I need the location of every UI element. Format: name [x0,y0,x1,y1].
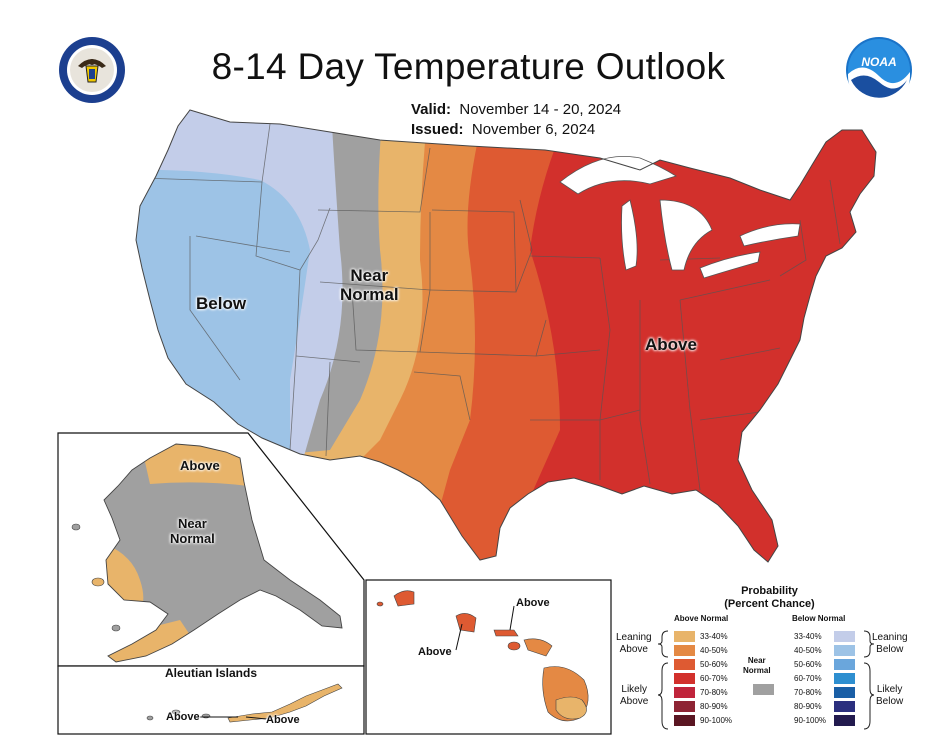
below-bin-label-2: 50-60% [794,660,822,669]
above-bin-swatch-4 [674,687,695,698]
above-bin-swatch-3 [674,673,695,684]
above-bin-swatch-6 [674,715,695,726]
below-bin-label-6: 90-100% [794,716,827,725]
below-bin-label-0: 33-40% [794,632,822,641]
aleutian-islands-title: Aleutian Islands [164,666,258,680]
below-bin-swatch-6 [834,715,855,726]
alaska-above-label: Above [180,458,220,473]
aleutian-above-label-2: Above [266,714,300,726]
legend-braces [657,630,875,730]
conus-above-label: Above [645,335,697,354]
aleutian-chain [146,683,343,723]
above-bin-label-1: 40-50% [700,646,728,655]
hawaii-above-label-2: Above [418,646,452,658]
alaska-near-normal-label: Near Normal [170,516,215,546]
below-bin-label-1: 40-50% [794,646,822,655]
below-bin-swatch-5 [834,701,855,712]
conus-near-normal-label: Near Normal [340,266,399,304]
leaning-below-label: Leaning Below [872,632,908,655]
legend-above-header: Above Normal [674,614,729,623]
great-lakes [559,156,801,279]
commerce-seal-icon [59,37,125,103]
above-bin-swatch-2 [674,659,695,670]
leaning-above-label: Leaning Above [616,632,652,655]
above-bin-label-6: 90-100% [700,716,733,725]
hawaii-islands [376,590,589,722]
likely-above-label: Likely Above [620,684,649,707]
conus-below-label: Below [196,294,247,313]
below-bin-swatch-4 [834,687,855,698]
probability-legend: Probability (Percent Chance) Above Normal… [612,585,927,735]
above-bin-swatch-5 [674,701,695,712]
below-bin-label-3: 60-70% [794,674,822,683]
above-bin-label-2: 50-60% [700,660,728,669]
below-bin-swatch-0 [834,631,855,642]
aleutian-above-label-1: Above [166,711,200,723]
valid-dates: Valid: November 14 - 20, 2024 [411,101,622,118]
page-title: 8-14 Day Temperature Outlook [211,46,726,87]
above-bin-label-0: 33-40% [700,632,728,641]
hawaii-above-label-1: Above [516,597,550,609]
above-bin-swatch-1 [674,645,695,656]
below-bin-swatch-1 [834,645,855,656]
issued-date: Issued: November 6, 2024 [411,121,596,138]
near-normal-legend-label: Near Normal [743,656,771,675]
legend-below-header: Below Normal [792,614,846,623]
below-bin-swatch-3 [834,673,855,684]
above-bin-label-3: 60-70% [700,674,728,683]
below-bin-label-5: 80-90% [794,702,822,711]
below-bin-swatch-2 [834,659,855,670]
above-bin-label-5: 80-90% [700,702,728,711]
above-bin-label-4: 70-80% [700,688,728,697]
near-normal-swatch [753,684,774,695]
above-bin-swatch-0 [674,631,695,642]
svg-text:NOAA: NOAA [861,55,896,69]
likely-below-label: Likely Below [876,684,904,707]
legend-title: Probability (Percent Chance) [724,585,815,610]
noaa-logo-icon: NOAA [846,37,912,104]
below-bin-label-4: 70-80% [794,688,822,697]
